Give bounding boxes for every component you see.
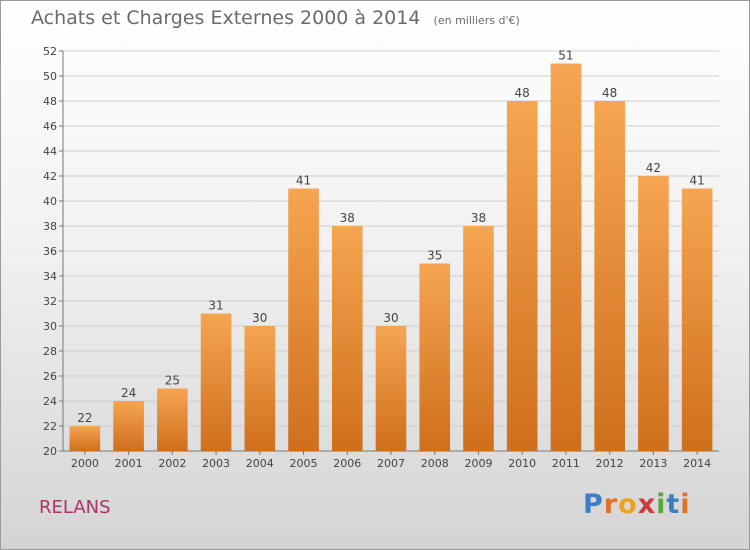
bar bbox=[638, 176, 669, 451]
proxiti-logo: Proxiti bbox=[583, 489, 691, 520]
bar bbox=[550, 63, 582, 451]
data-label: 22 bbox=[77, 411, 92, 425]
x-tick-label: 2014 bbox=[683, 457, 711, 470]
y-tick-label: 32 bbox=[43, 295, 57, 308]
data-label: 51 bbox=[558, 49, 573, 63]
x-tick-label: 2002 bbox=[158, 457, 186, 470]
x-tick-label: 2006 bbox=[333, 457, 361, 470]
x-tick-label: 2001 bbox=[115, 457, 143, 470]
data-label: 41 bbox=[689, 174, 704, 188]
y-tick-label: 48 bbox=[43, 95, 57, 108]
bar bbox=[157, 388, 188, 451]
y-tick-label: 46 bbox=[43, 120, 57, 133]
data-label: 38 bbox=[471, 211, 486, 225]
y-tick-label: 28 bbox=[43, 345, 57, 358]
data-label: 41 bbox=[296, 174, 311, 188]
data-label: 38 bbox=[340, 211, 355, 225]
x-tick-label: 2003 bbox=[202, 457, 230, 470]
data-label: 48 bbox=[515, 86, 530, 100]
data-label: 30 bbox=[383, 311, 398, 325]
data-label: 48 bbox=[602, 86, 617, 100]
y-tick-label: 26 bbox=[43, 370, 57, 383]
bar bbox=[419, 263, 451, 451]
x-tick-label: 2010 bbox=[508, 457, 536, 470]
data-label: 24 bbox=[121, 386, 136, 400]
y-tick-label: 22 bbox=[43, 420, 57, 433]
x-tick-label: 2005 bbox=[290, 457, 318, 470]
y-tick-label: 20 bbox=[43, 445, 57, 458]
x-tick-label: 2012 bbox=[596, 457, 624, 470]
x-tick-label: 2008 bbox=[421, 457, 449, 470]
y-tick-label: 30 bbox=[43, 320, 57, 333]
y-tick-label: 38 bbox=[43, 220, 57, 233]
x-tick-label: 2007 bbox=[377, 457, 405, 470]
y-tick-label: 42 bbox=[43, 170, 57, 183]
data-label: 31 bbox=[208, 299, 223, 313]
chart-title: Achats et Charges Externes 2000 à 2014 bbox=[31, 7, 421, 29]
y-tick-label: 44 bbox=[43, 145, 57, 158]
bar bbox=[681, 188, 713, 451]
y-tick-label: 34 bbox=[43, 270, 57, 283]
data-label: 42 bbox=[646, 161, 661, 175]
bar bbox=[463, 226, 494, 451]
data-label: 30 bbox=[252, 311, 267, 325]
x-tick-label: 2004 bbox=[246, 457, 274, 470]
bar bbox=[506, 101, 538, 451]
y-tick-label: 24 bbox=[43, 395, 57, 408]
bar bbox=[69, 426, 101, 451]
y-tick-label: 50 bbox=[43, 70, 57, 83]
y-tick-label: 52 bbox=[43, 45, 57, 58]
bar bbox=[288, 188, 319, 451]
y-tick-label: 40 bbox=[43, 195, 57, 208]
bar bbox=[331, 226, 363, 451]
y-tick-label: 36 bbox=[43, 245, 57, 258]
bar bbox=[375, 326, 407, 451]
data-label: 35 bbox=[427, 249, 442, 263]
bar bbox=[200, 313, 232, 451]
bar bbox=[244, 326, 276, 451]
data-label: 25 bbox=[165, 374, 180, 388]
x-tick-label: 2011 bbox=[552, 457, 580, 470]
chart-unit: (en milliers d'€) bbox=[433, 14, 520, 27]
title-row: Achats et Charges Externes 2000 à 2014 (… bbox=[31, 7, 520, 29]
x-tick-label: 2009 bbox=[464, 457, 492, 470]
x-tick-label: 2000 bbox=[71, 457, 99, 470]
bar bbox=[113, 401, 144, 451]
bar bbox=[594, 101, 625, 451]
place-name: RELANS bbox=[39, 497, 111, 518]
x-tick-label: 2013 bbox=[639, 457, 667, 470]
